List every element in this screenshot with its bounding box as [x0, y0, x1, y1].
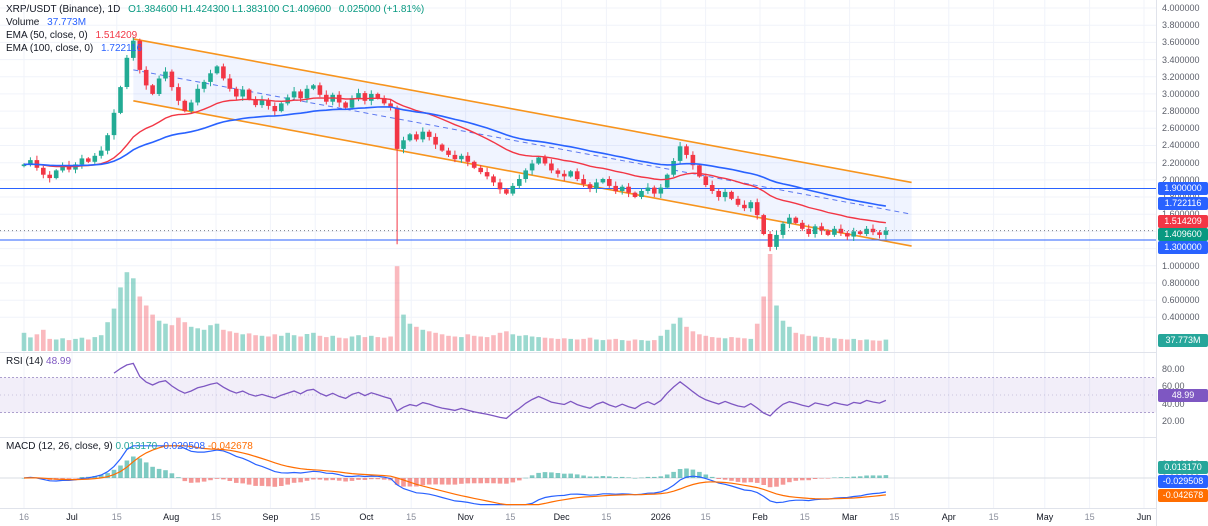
price-axis[interactable]: 4.000000 3.800000 3.600000 3.400000 3.200000…	[1156, 0, 1208, 526]
price-axis-badge: 1.722116	[1158, 197, 1208, 210]
axis-tick-label: 20.00	[1162, 416, 1185, 427]
macd-label: MACD (12, 26, close, 9)	[6, 441, 113, 452]
time-axis-label: Apr	[941, 512, 956, 522]
macd-line-value: -0.029508	[160, 441, 206, 452]
rsi-pane-canvas[interactable]	[0, 352, 1156, 437]
price-axis-badge: 1.900000	[1158, 182, 1208, 195]
time-axis-label: 15	[310, 512, 321, 522]
rsi-label: RSI (14)	[6, 356, 44, 367]
volume-label: Volume	[6, 17, 40, 28]
time-axis-label: 15	[889, 512, 900, 522]
price-axis-badge: 1.300000	[1158, 241, 1208, 254]
time-axis-label: 16	[18, 512, 30, 522]
time-axis-label: 15	[1084, 512, 1095, 522]
axis-tick-label: 2.400000	[1162, 140, 1200, 151]
axis-tick-label: 0.800000	[1162, 277, 1200, 288]
pane-separator[interactable]	[0, 352, 1208, 353]
volume-legend-row[interactable]: Volume 37.773M	[6, 16, 429, 29]
time-axis-label: 2026	[650, 512, 671, 522]
axis-tick-label: 2.600000	[1162, 123, 1200, 134]
time-axis-label: Jul	[66, 512, 78, 522]
symbol-row[interactable]: XRP/USDT (Binance), 1D O1.384600 H1.4243…	[6, 3, 429, 16]
ema50-legend-row[interactable]: EMA (50, close, 0) 1.514209	[6, 29, 429, 42]
rsi-legend[interactable]: RSI (14) 48.99	[6, 355, 71, 368]
axis-tick-label: 1.000000	[1162, 260, 1200, 271]
time-axis-label: Mar	[841, 512, 858, 522]
axis-tick-label: 0.600000	[1162, 295, 1200, 306]
price-axis-badge: 1.409600	[1158, 228, 1208, 241]
price-axis-badge: 1.514209	[1158, 215, 1208, 228]
candles	[21, 37, 889, 252]
macd-axis-badge: 0.013170	[1158, 461, 1208, 474]
time-axis-label: Jun	[1136, 512, 1152, 522]
time-axis-label: Sep	[262, 512, 279, 522]
axis-tick-label: 3.200000	[1162, 71, 1200, 82]
axis-tick-label: 40.00	[1162, 398, 1185, 409]
ema50-label: EMA (50, close, 0)	[6, 30, 88, 41]
axis-tick-label: 2.200000	[1162, 157, 1200, 168]
price-axis-badge: 37.773M	[1158, 334, 1208, 347]
time-axis-label: Oct	[359, 512, 374, 522]
axis-tick-label: 80.00	[1162, 363, 1185, 374]
axis-tick-label: 4.000000	[1162, 3, 1200, 13]
axis-tick-label: 3.400000	[1162, 54, 1200, 65]
rsi-bands	[0, 377, 1156, 413]
vertical-gridlines	[23, 352, 1145, 437]
descending-channel	[133, 38, 912, 247]
macd-pane-canvas[interactable]	[0, 437, 1156, 508]
time-axis-label: 15	[799, 512, 810, 522]
price-pane-canvas[interactable]	[0, 0, 1156, 352]
time-axis-label: 15	[700, 512, 711, 522]
macd-hist-value: 0.013170	[115, 441, 158, 452]
axis-tick-label: 2.800000	[1162, 106, 1200, 117]
change-value: 0.025000 (+1.81%)	[338, 4, 425, 15]
ema-lines	[23, 97, 887, 224]
axis-tick-label: 2.000000	[1162, 174, 1200, 185]
price-levels	[0, 188, 1156, 241]
time-axis-label: 15	[406, 512, 417, 522]
axis-tick-label: 1.600000	[1162, 209, 1200, 219]
time-axis-label: May	[1036, 512, 1054, 522]
rsi-value: 48.99	[46, 356, 72, 367]
time-axis-label: Aug	[163, 512, 180, 522]
axis-tick-label: 60.00	[1162, 381, 1185, 392]
volume-bars	[21, 254, 889, 351]
time-axis-label: 15	[111, 512, 122, 522]
axis-tick-label: 0.400000	[1162, 312, 1200, 323]
rsi-axis-badge: 48.99	[1158, 389, 1208, 402]
ema50-value: 1.514209	[95, 30, 138, 41]
rsi-line	[113, 362, 887, 420]
vertical-gridlines	[23, 0, 1145, 352]
time-axis-label: Feb	[752, 512, 768, 522]
ema100-label: EMA (100, close, 0)	[6, 43, 94, 54]
ohlc-values: O1.384600 H1.424300 L1.383100 C1.409600	[128, 4, 332, 15]
time-axis[interactable]: 16 Jul 15 Aug 15 Sep 15 Oct 15 Nov 15 Dec 15 2026 15 Fe…	[0, 509, 1156, 526]
pane-separator[interactable]	[0, 508, 1208, 509]
macd-histogram	[21, 456, 889, 488]
time-axis-label: 15	[505, 512, 516, 522]
macd-axis-badge: -0.042678	[1158, 489, 1208, 502]
time-axis-label: 15	[988, 512, 999, 522]
volume-value: 37.773M	[47, 17, 87, 28]
time-axis-label: 15	[210, 512, 222, 522]
axis-tick-label: 3.000000	[1162, 88, 1200, 99]
macd-lines	[23, 445, 887, 506]
time-axis-label: Dec	[553, 512, 570, 522]
macd-axis-badge: -0.029508	[1158, 475, 1208, 488]
time-axis-label: 15	[601, 512, 612, 522]
axis-tick-label: 3.600000	[1162, 37, 1200, 48]
pane-separator[interactable]	[0, 437, 1208, 438]
macd-signal-value: -0.042678	[207, 441, 253, 452]
ema100-legend-row[interactable]: EMA (100, close, 0) 1.722116	[6, 42, 429, 55]
time-axis-label: Nov	[457, 512, 474, 522]
symbol-title: XRP/USDT (Binance), 1D	[6, 4, 121, 15]
ema100-value: 1.722116	[101, 43, 143, 54]
main-legend: XRP/USDT (Binance), 1D O1.384600 H1.4243…	[6, 3, 429, 55]
macd-legend[interactable]: MACD (12, 26, close, 9) 0.013170 -0.0295…	[6, 440, 253, 453]
axis-tick-label: 3.800000	[1162, 20, 1200, 31]
